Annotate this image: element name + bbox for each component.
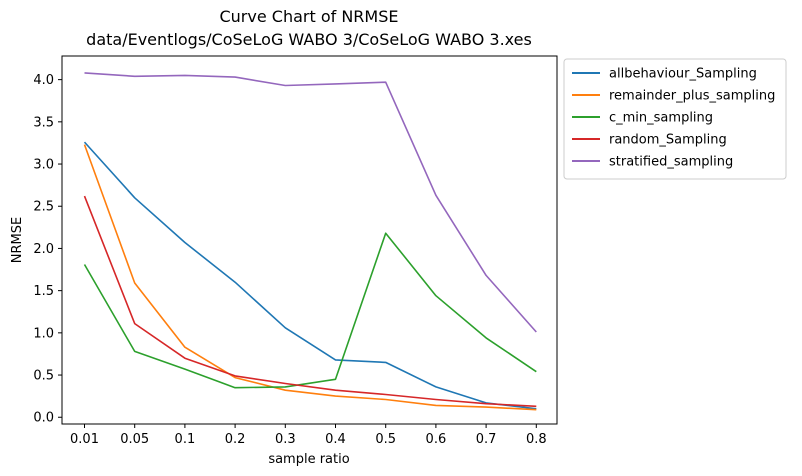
y-tick-label: 2.5 [33,200,54,215]
y-tick-label: 1.0 [33,326,54,341]
x-tick-label: 0.5 [375,432,396,447]
series-line-stratified-sampling [84,72,537,333]
chart-title: Curve Chart of NRMSE [219,7,398,26]
legend: allbehaviour_Sampling remainder_plus_samp… [563,58,787,180]
y-axis: 0.0 0.5 1.0 1.5 2.0 2.5 3.0 3.5 4.0 [33,73,62,426]
x-tick-label: 0.4 [325,432,346,447]
x-tick-label: 0.6 [426,432,447,447]
legend-label: stratified_sampling [609,155,733,170]
y-tick-label: 1.5 [33,284,54,299]
series-line-random-sampling [83,195,537,408]
series-line-c-min-sampling [83,232,537,389]
x-tick-label: 0.2 [225,432,246,447]
x-tick-label: 0.7 [476,432,497,447]
series-line-allbehaviour-sampling [83,141,537,410]
x-axis-label: sample ratio [268,452,349,467]
series-line-remainder-plus-sampling [83,144,537,411]
y-tick-label: 0.5 [33,369,54,384]
x-tick-label: 0.01 [70,432,99,447]
y-axis-label: NRMSE [10,217,25,263]
axes-frame [61,55,558,425]
x-axis: 0.01 0.05 0.1 0.2 0.3 0.4 0.5 0.6 0.7 0.8 [70,424,547,447]
y-tick-label: 0.0 [33,411,54,426]
chart-subtitle: data/Eventlogs/CoSeLoG WABO 3/CoSeLoG WA… [86,30,532,49]
legend-box [563,58,787,180]
legend-label: allbehaviour_Sampling [609,67,757,82]
x-tick-label: 0.05 [120,432,149,447]
x-tick-label: 0.1 [175,432,196,447]
y-tick-label: 3.0 [33,158,54,173]
x-tick-label: 0.3 [275,432,296,447]
legend-label: remainder_plus_sampling [609,89,775,104]
legend-label: random_Sampling [609,133,727,148]
y-tick-label: 2.0 [33,242,54,257]
x-tick-label: 0.8 [526,432,547,447]
legend-label: c_min_sampling [609,111,713,126]
y-tick-label: 4.0 [33,73,54,88]
plot-area [83,72,537,411]
y-tick-label: 3.5 [33,115,54,130]
